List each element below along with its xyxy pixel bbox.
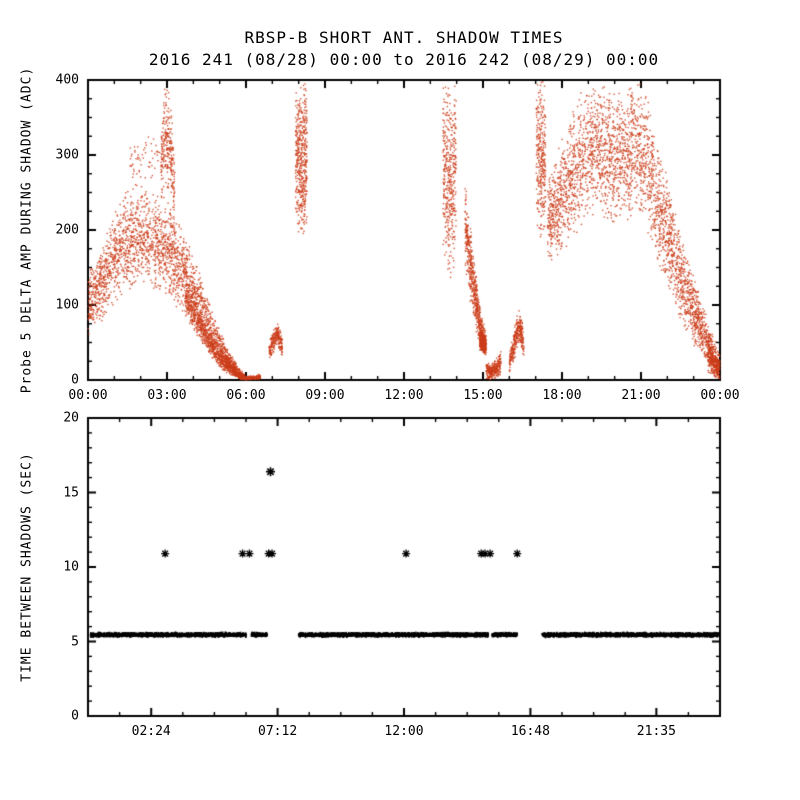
bottom-y-axis-label: TIME BETWEEN SHADOWS (SEC) (19, 452, 35, 682)
y-tick-label: 0 (71, 372, 79, 388)
chart-subtitle: 2016 241 (08/28) 00:00 to 2016 242 (08/2… (148, 50, 660, 69)
x-tick-label: 15:00 (463, 388, 503, 403)
x-tick-label: 18:00 (542, 388, 582, 403)
y-tick-label: 300 (55, 147, 79, 163)
x-tick-label: 07:12 (258, 724, 298, 739)
y-tick-label: 400 (55, 72, 79, 88)
x-tick-label: 21:35 (636, 724, 676, 739)
y-tick-label: 100 (55, 297, 79, 313)
x-tick-label: 21:00 (621, 388, 661, 403)
x-tick-label: 02:24 (131, 724, 171, 739)
top-y-axis-label: Probe 5 DELTA AMP DURING SHADOW (ADC) (19, 66, 35, 394)
x-tick-label: 12:00 (384, 388, 424, 403)
x-tick-label: 00:00 (700, 388, 740, 403)
y-tick-label: 0 (71, 708, 79, 724)
y-tick-label: 20 (63, 410, 79, 426)
y-tick-label: 5 (71, 634, 79, 649)
x-tick-label: 12:00 (384, 724, 424, 739)
y-tick-label: 15 (63, 485, 79, 500)
chart-title: RBSP-B SHORT ANT. SHADOW TIMES (244, 28, 564, 47)
y-tick-label: 200 (55, 222, 79, 238)
x-tick-label: 03:00 (147, 388, 187, 403)
x-tick-label: 00:00 (68, 388, 108, 403)
x-tick-label: 16:48 (510, 724, 550, 739)
y-tick-label: 10 (63, 559, 79, 575)
x-tick-label: 09:00 (305, 388, 345, 403)
x-tick-label: 06:00 (226, 388, 266, 403)
